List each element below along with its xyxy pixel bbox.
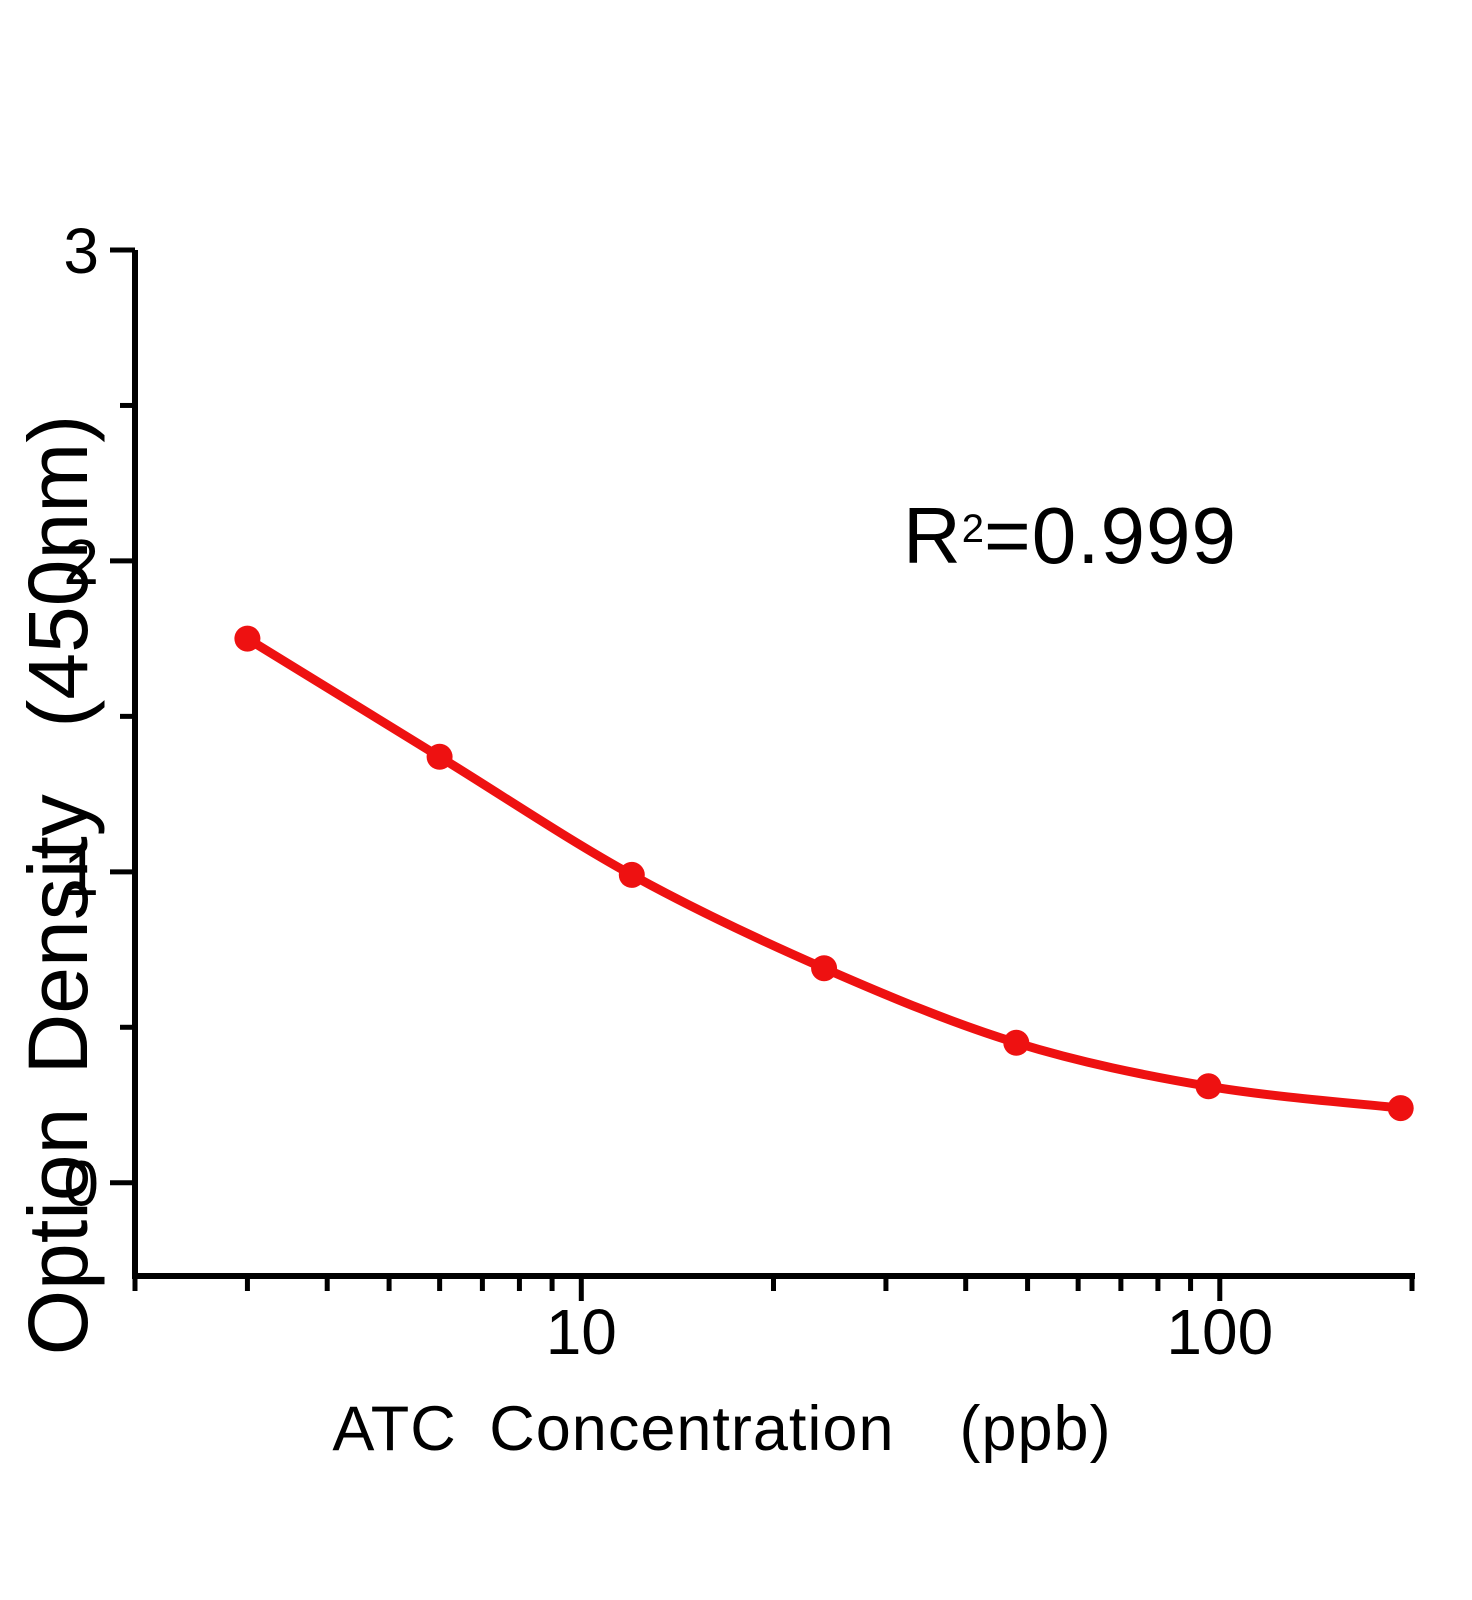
r-squared-value: =0.999	[984, 491, 1237, 580]
y-tick-label: 0	[63, 1148, 99, 1220]
data-point	[811, 955, 838, 982]
y-tick-label: 3	[63, 215, 99, 287]
r-squared-exponent: 2	[961, 507, 985, 552]
data-point	[426, 743, 453, 770]
data-point	[1195, 1073, 1222, 1100]
y-tick-label: 2	[63, 526, 99, 598]
r-squared-annotation: R2=0.999	[903, 496, 1237, 576]
data-point	[618, 861, 645, 888]
y-axis-title: Option Density (450nm)	[11, 414, 105, 1356]
y-tick-label: 1	[63, 837, 99, 909]
x-axis-title: ATC Concentration (ppb)	[332, 1394, 1112, 1464]
fit-curve	[242, 634, 1406, 1113]
r-squared-base: R	[903, 491, 962, 580]
x-tick-label: 100	[1166, 1296, 1273, 1368]
data-point	[1387, 1095, 1414, 1122]
x-tick-label: 10	[546, 1296, 617, 1368]
data-point	[1003, 1029, 1030, 1056]
data-point	[234, 625, 261, 652]
